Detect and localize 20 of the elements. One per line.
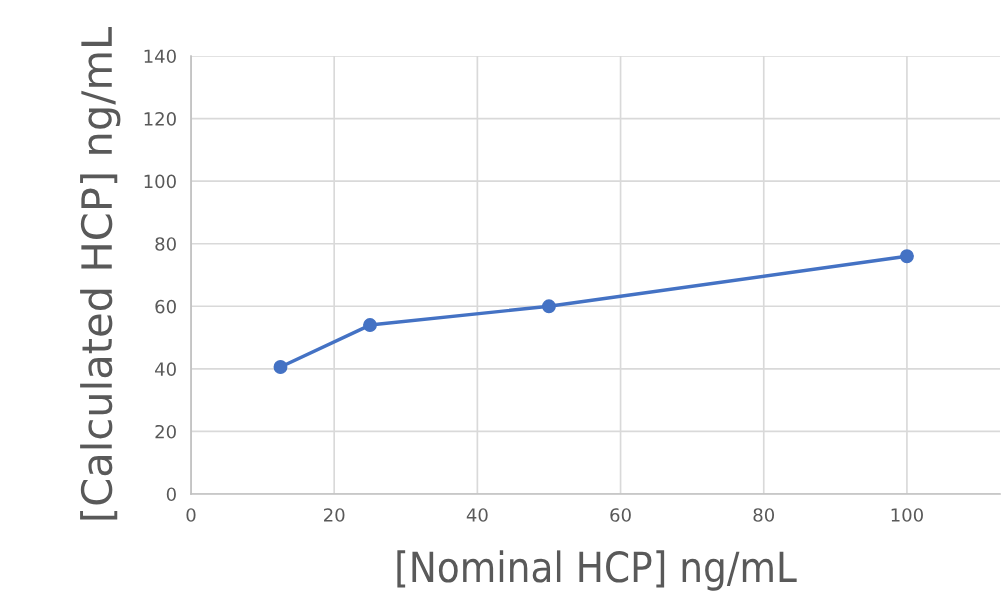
x-tick-label: 100	[891, 508, 923, 522]
x-axis-title: [Nominal HCP] ng/mL	[397, 550, 797, 591]
y-tick-label: 20	[155, 424, 176, 439]
x-tick-label: 60	[610, 508, 631, 522]
x-tick-label: 40	[466, 508, 488, 522]
y-tick-label: 100	[144, 174, 176, 189]
y-tick-label: 0	[166, 487, 176, 502]
y-tick-label: 80	[155, 237, 176, 251]
x-tick-label: 80	[753, 508, 775, 522]
x-tick-label: 20	[324, 508, 345, 522]
y-tick-label: 140	[144, 49, 176, 64]
y-axis-title: [Calculated HCP] ng/mL	[80, 27, 121, 520]
point	[542, 299, 556, 314]
y-tick-label: 60	[155, 299, 176, 314]
x-tick-label: 0	[186, 508, 196, 522]
y-tick-label: 40	[155, 362, 176, 376]
point	[363, 318, 377, 333]
point	[899, 249, 914, 264]
point	[273, 360, 288, 374]
y-tick-label: 120	[144, 112, 176, 126]
